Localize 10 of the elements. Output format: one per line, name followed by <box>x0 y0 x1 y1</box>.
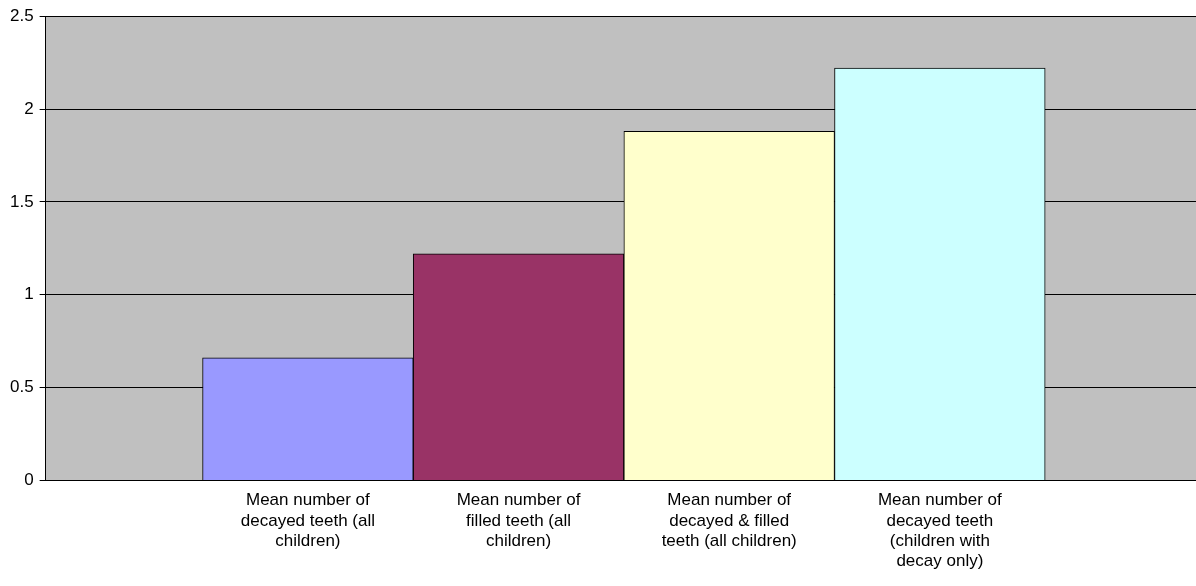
y-tick-label: 0.5 <box>9 377 34 397</box>
x-tick-label: Mean number of decayed teeth (all children) <box>240 490 375 551</box>
x-tick-label: Mean number of decayed & filled teeth (all children) <box>661 490 797 551</box>
y-tick-label: 0 <box>24 470 34 490</box>
y-tick-label: 1.5 <box>9 191 34 211</box>
x-tick-label: Mean number of decayed teeth (children with decay only) <box>877 490 1003 571</box>
y-tick-label: 1 <box>24 284 34 304</box>
x-tick-label: Mean number of filled teeth (all children) <box>456 490 581 551</box>
y-tick-label: 2 <box>24 98 34 118</box>
y-tick-label: 2.5 <box>9 5 34 25</box>
